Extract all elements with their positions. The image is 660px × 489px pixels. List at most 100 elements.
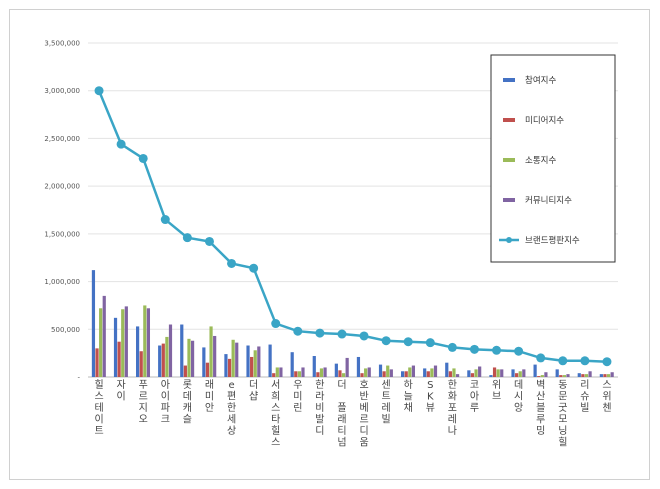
bar-3: [341, 373, 346, 377]
legend-swatch: [503, 198, 515, 202]
line-point: [558, 356, 568, 366]
bar-4: [345, 357, 349, 377]
bar-3: [121, 309, 125, 377]
bar-2: [492, 367, 497, 377]
line-point: [227, 258, 237, 268]
bar-1: [268, 344, 272, 377]
bar-2: [161, 343, 165, 377]
bar-1: [224, 354, 228, 377]
bar-3: [275, 367, 279, 377]
bar-4: [455, 374, 460, 377]
legend-swatch: [503, 78, 515, 82]
bar-1: [113, 317, 118, 377]
bar-2: [515, 373, 519, 377]
bar-1: [312, 356, 316, 377]
line-point: [403, 337, 413, 347]
bar-4: [124, 306, 128, 377]
bar-3: [606, 374, 611, 377]
bar-2: [426, 371, 430, 377]
y-tick-label: 500,000: [51, 326, 80, 334]
line-point: [359, 331, 369, 341]
bar-3: [562, 375, 566, 377]
y-tick-label: 2,500,000: [44, 135, 80, 143]
bar-4: [411, 365, 416, 377]
bar-4: [588, 371, 592, 377]
bar-2: [382, 371, 386, 377]
y-tick-label: 1,500,000: [44, 230, 80, 238]
bar-1: [489, 375, 493, 377]
line-point: [293, 326, 303, 336]
legend-label: 소통지수: [525, 156, 556, 166]
legend-label: 커뮤니티지수: [525, 195, 572, 206]
bar-4: [102, 295, 106, 377]
bar-4: [544, 372, 548, 377]
bar-1: [158, 345, 162, 377]
bar-3: [408, 367, 412, 377]
line-point: [116, 139, 126, 149]
bar-4: [522, 369, 526, 377]
bar-2: [316, 372, 320, 377]
legend-marker: [506, 237, 512, 243]
y-tick-label: 3,500,000: [44, 40, 80, 48]
line-point: [204, 236, 214, 246]
bar-4: [213, 335, 217, 377]
line-point: [315, 328, 325, 338]
bar-3: [297, 371, 301, 377]
legend-label: 미디어지수: [525, 115, 564, 126]
line-point: [94, 86, 104, 96]
line-point: [469, 344, 479, 354]
bar-1: [401, 371, 405, 377]
bar-4: [301, 367, 305, 377]
bar-1: [577, 373, 581, 377]
line-point: [580, 356, 590, 366]
bar-1: [202, 347, 206, 377]
bar-1: [180, 324, 184, 377]
bar-1: [533, 364, 537, 377]
bar-4: [323, 367, 327, 377]
bar-2: [227, 358, 232, 377]
bar-3: [540, 375, 544, 377]
bar-2: [603, 374, 607, 377]
bar-1: [356, 356, 361, 377]
bar-4: [389, 369, 393, 377]
bar-3: [496, 369, 500, 377]
legend-label: 참여지수: [525, 75, 556, 86]
line-point: [337, 329, 347, 339]
legend-label: 브랜드평판지수: [525, 235, 580, 246]
line-point: [492, 345, 502, 355]
bar-2: [139, 351, 143, 377]
bar-2: [205, 362, 210, 377]
line-point: [160, 215, 170, 225]
bar-3: [231, 339, 235, 377]
bar-1: [334, 363, 338, 377]
bar-4: [235, 342, 239, 377]
bar-3: [209, 326, 213, 377]
bar-3: [518, 371, 522, 377]
bar-2: [537, 376, 541, 377]
line-point: [182, 233, 192, 243]
line-point: [425, 338, 435, 348]
line-point: [536, 353, 546, 363]
bar-3: [386, 365, 390, 377]
bar-3: [187, 338, 191, 377]
legend-swatch: [503, 118, 515, 122]
bar-4: [168, 324, 173, 377]
bar-4: [367, 367, 371, 377]
bar-4: [190, 340, 195, 377]
y-tick-label: 3,000,000: [44, 87, 80, 95]
bar-2: [250, 356, 254, 377]
